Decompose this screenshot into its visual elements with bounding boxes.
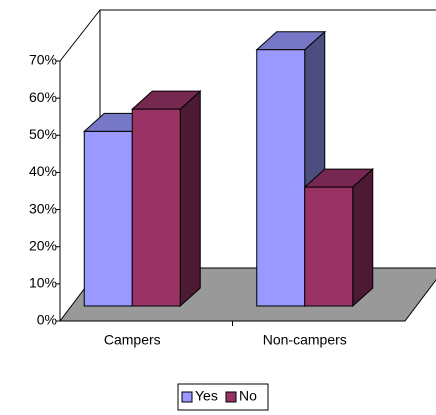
y-tick-label: 50% — [29, 126, 57, 142]
bar — [256, 49, 306, 307]
legend-swatch — [225, 391, 237, 403]
y-tick-label: 0% — [37, 312, 57, 328]
bar-side — [352, 168, 374, 308]
y-tick-label: 10% — [29, 275, 57, 291]
y-tick-label: 30% — [29, 200, 57, 216]
x-tick-label: Campers — [104, 332, 161, 348]
bar — [83, 130, 133, 307]
bar-side — [179, 90, 201, 308]
y-tick-label: 40% — [29, 163, 57, 179]
y-tick-label: 60% — [29, 89, 57, 105]
legend-swatch — [181, 391, 193, 403]
y-tick-label: 70% — [29, 52, 57, 68]
bar — [304, 186, 354, 307]
legend-label: No — [239, 388, 257, 404]
bar — [131, 108, 181, 307]
y-tick-label: 20% — [29, 237, 57, 253]
wall-edge — [59, 9, 101, 62]
legend — [177, 383, 269, 411]
legend-label: Yes — [195, 388, 218, 404]
x-tick-label: Non-campers — [263, 332, 347, 348]
